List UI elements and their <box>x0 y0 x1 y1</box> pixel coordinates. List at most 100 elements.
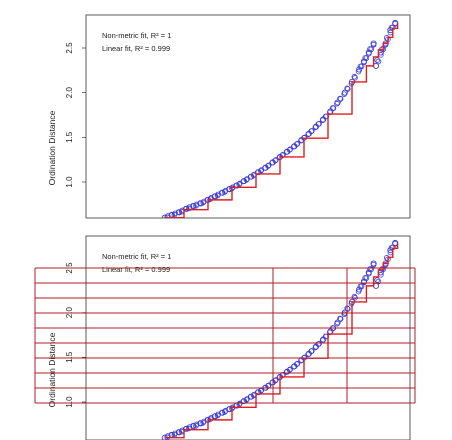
data-point <box>337 95 343 102</box>
data-point <box>286 367 293 373</box>
y-tick-label: 1.0 <box>65 176 74 188</box>
legend-entry: Non-metric fit, R² = 1 <box>102 252 171 261</box>
y-tick-label: 1.0 <box>65 396 74 408</box>
data-point <box>370 260 377 267</box>
data-point <box>175 429 182 435</box>
data-point <box>186 205 192 212</box>
data-point <box>357 63 364 70</box>
fit-step-line <box>164 242 399 439</box>
data-point <box>362 55 369 61</box>
fit-step-line <box>164 22 399 218</box>
data-point <box>379 46 385 52</box>
data-point <box>367 46 373 52</box>
data-point <box>344 85 351 92</box>
data-point <box>375 58 382 65</box>
data-point <box>334 100 340 107</box>
data-point <box>315 121 322 127</box>
data-point <box>370 41 377 48</box>
data-point <box>308 348 315 354</box>
data-point <box>175 209 182 215</box>
data-point <box>355 288 362 295</box>
y-tick-label: 2.0 <box>65 87 74 99</box>
plot-area <box>161 239 399 440</box>
overlay-grid <box>34 267 416 404</box>
data-point <box>222 189 228 195</box>
data-point <box>374 277 381 283</box>
data-point <box>370 40 377 47</box>
data-point <box>351 73 358 80</box>
plot-frame <box>85 14 411 219</box>
data-point <box>197 200 204 206</box>
data-point <box>272 157 279 163</box>
data-point <box>207 196 214 202</box>
legend-entry: Linear fit, R² = 0.999 <box>102 44 170 53</box>
data-point <box>183 425 189 432</box>
y-tick-label: 2.0 <box>65 307 74 319</box>
y-tick-label: 2.5 <box>65 42 74 54</box>
data-point <box>190 422 196 429</box>
data-point <box>367 266 373 272</box>
data-point <box>243 397 250 403</box>
data-point <box>362 275 369 281</box>
data-point <box>305 351 312 358</box>
data-point <box>186 425 192 432</box>
data-point <box>308 128 315 134</box>
data-point <box>197 420 204 426</box>
data-point <box>293 141 300 147</box>
data-point <box>214 192 221 199</box>
y-axis-label: Ordination Distance <box>47 110 57 185</box>
y-tick-label: 1.5 <box>65 351 74 363</box>
data-point <box>207 416 214 422</box>
y-axis-label: Ordination Distance <box>47 332 57 407</box>
data-point <box>193 422 199 429</box>
data-point <box>326 329 333 336</box>
data-point <box>375 278 382 285</box>
data-point <box>388 244 395 251</box>
data-point <box>334 320 340 327</box>
data-point <box>279 152 286 159</box>
data-point <box>312 344 319 351</box>
data-point <box>190 202 196 209</box>
data-point <box>265 163 271 169</box>
data-point <box>351 293 358 300</box>
marks-group <box>161 239 399 440</box>
data-point <box>337 96 344 102</box>
data-point <box>265 162 272 169</box>
data-point <box>305 131 312 138</box>
data-point <box>329 105 336 111</box>
data-point <box>193 202 199 209</box>
data-point <box>272 157 279 164</box>
data-point <box>337 315 343 322</box>
y-tick-label: 1.5 <box>65 131 74 143</box>
data-point <box>388 24 395 31</box>
top-panel: Non-metric fit, R² = 1 Linear fit, R² = … <box>47 14 411 219</box>
data-point <box>183 205 189 212</box>
data-point <box>370 261 377 268</box>
data-point <box>319 117 326 124</box>
data-point <box>222 409 228 415</box>
data-point <box>293 361 300 367</box>
data-point <box>344 306 351 312</box>
data-point <box>200 199 207 206</box>
legend-entry: Linear fit, R² = 0.999 <box>102 265 170 274</box>
data-point <box>287 146 294 153</box>
data-point <box>200 419 207 426</box>
data-point <box>312 124 319 131</box>
bottom-panel: Non-metric fit, R² = 1 Linear fit, R² = … <box>47 235 411 440</box>
data-point <box>326 109 333 116</box>
data-point <box>355 68 362 75</box>
data-point <box>337 316 344 322</box>
legend-entry: Non-metric fit, R² = 1 <box>102 31 171 40</box>
data-point <box>243 177 250 183</box>
data-point <box>315 341 322 347</box>
data-point <box>374 57 381 63</box>
data-point <box>214 412 221 419</box>
data-point <box>286 147 293 153</box>
y-tick-group: 1.0 1.5 2.0 2.5 <box>65 262 86 408</box>
marks-group <box>161 19 399 218</box>
data-point <box>379 266 385 272</box>
plot-area <box>161 19 399 218</box>
data-point <box>287 366 294 373</box>
plot-frame <box>85 235 411 440</box>
